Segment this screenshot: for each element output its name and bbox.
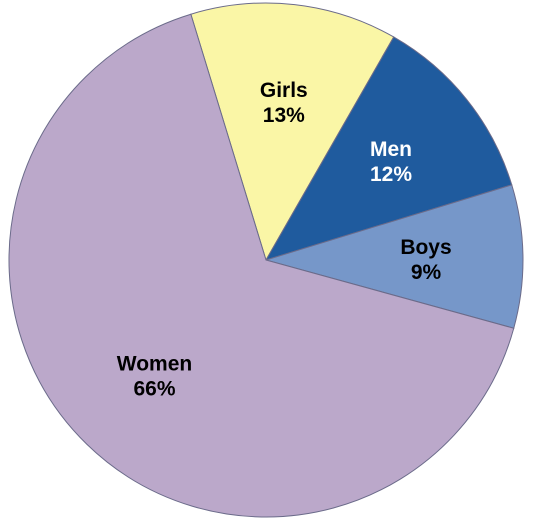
pie-slice-boys xyxy=(264,184,524,329)
slice-label-boys: Boys xyxy=(400,236,451,259)
slice-value-women: 66% xyxy=(133,378,175,401)
slice-value-girls: 13% xyxy=(263,104,305,127)
pie-slice-girls xyxy=(190,2,395,262)
pie-slice-men xyxy=(264,36,513,261)
pie-slice-women xyxy=(8,13,515,518)
slice-label-men: Men xyxy=(370,138,412,161)
slice-value-men: 12% xyxy=(370,163,412,186)
slice-value-boys: 9% xyxy=(411,261,442,284)
slice-label-girls: Girls xyxy=(260,79,308,102)
slice-label-women: Women xyxy=(117,353,192,376)
pie-slices xyxy=(8,2,524,518)
